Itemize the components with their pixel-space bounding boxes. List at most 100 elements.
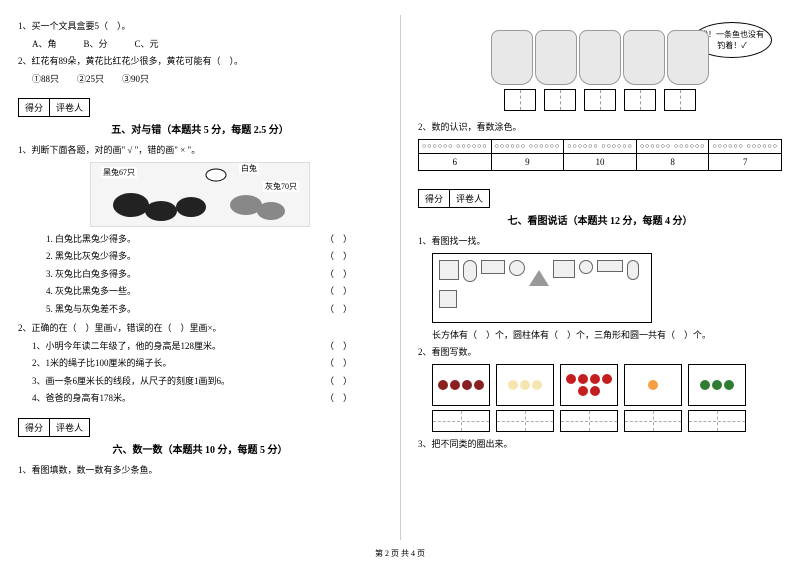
fruit-box [560, 364, 618, 406]
fruit-box [688, 364, 746, 406]
fruit-icon [508, 380, 518, 390]
sec7-q3: 3、把不同类的圈出来。 [418, 438, 782, 452]
score-box-5: 得分 评卷人 [18, 98, 90, 117]
score-label: 得分 [419, 190, 450, 207]
sec5-q2: 2、正确的在（ ）里画√，错误的在（ ）里画×。 [18, 322, 382, 336]
fruit-icon [474, 380, 484, 390]
score-box-6: 得分 评卷人 [18, 418, 90, 437]
section-5-title: 五、对与错（本题共 5 分，每题 2.5 分） [18, 121, 382, 136]
q2-text: 2、红花有89朵，黄花比红花少很多，黄花可能有（ ）。 [18, 55, 382, 69]
num-cell: 7 [709, 154, 782, 171]
judge-item2: 4、爸爸的身高有178米。（ ） [32, 392, 382, 406]
cube-icon [439, 260, 459, 280]
judge-item2: 3、画一条6厘米长的线段，从尺子的刻度1画到6。（ ） [32, 375, 382, 389]
cat-icon [535, 30, 577, 85]
write-box[interactable] [496, 410, 554, 432]
score-box-7: 得分 评卷人 [418, 189, 490, 208]
fruit-icon [566, 374, 576, 384]
shapes-illustration [432, 253, 652, 323]
table-row: 6 9 10 8 7 [419, 154, 782, 171]
num-cell: 9 [491, 154, 564, 171]
left-column: 1、买一个文具盒要5（ ）。 A、角 B、分 C、元 2、红花有89朵，黄花比红… [0, 0, 400, 565]
count-box[interactable] [584, 89, 616, 111]
q2-opts: ①88只 ②25只 ③90只 [18, 73, 382, 87]
grader-label: 评卷人 [50, 419, 89, 436]
black-rabbit-label: 黑兔67只 [101, 167, 137, 178]
fruit-icon [438, 380, 448, 390]
white-rabbit-label: 白兔 [239, 163, 259, 174]
dots-cell: ○○○○○○ ○○○○○○ [491, 139, 564, 154]
fruit-icon [590, 386, 600, 396]
count-box[interactable] [544, 89, 576, 111]
write-row [432, 410, 782, 432]
cats-illustration [418, 30, 782, 85]
rabbit-illustration: 黑兔67只 白兔 灰兔70只 [90, 162, 310, 227]
grader-label: 评卷人 [50, 99, 89, 116]
cat-icon [623, 30, 665, 85]
judge-item: 3. 灰兔比白兔多得多。（ ） [46, 268, 382, 282]
cat-icon [579, 30, 621, 85]
fruit-icon [520, 380, 530, 390]
write-box[interactable] [560, 410, 618, 432]
cube-icon [439, 290, 457, 308]
number-table: ○○○○○○ ○○○○○○ ○○○○○○ ○○○○○○ ○○○○○○ ○○○○○… [418, 139, 782, 172]
judge-item2: 2、1米的绳子比100厘米的绳子长。（ ） [32, 357, 382, 371]
gray-rabbit-label: 灰兔70只 [263, 181, 299, 192]
write-box[interactable] [688, 410, 746, 432]
sec6-q1: 1、看图填数，数一数有多少条鱼。 [18, 464, 382, 478]
count-box[interactable] [504, 89, 536, 111]
fruit-icon [578, 386, 588, 396]
judge-item2: 1、小明今年读二年级了，他的身高是128厘米。（ ） [32, 340, 382, 354]
fruit-icon [602, 374, 612, 384]
score-label: 得分 [19, 99, 50, 116]
circle-icon [579, 260, 593, 274]
cuboid-icon [481, 260, 505, 274]
sphere-icon [509, 260, 525, 276]
right-column: 唉！一条鱼也没有钓着！✓ 2、数的认识，看数涂色。 ○○○○○○ ○○○○○○ … [400, 0, 800, 565]
fruit-row [432, 364, 782, 406]
judge-item: 5. 黑兔与灰兔差不多。（ ） [46, 303, 382, 317]
write-box[interactable] [432, 410, 490, 432]
sec7-q1: 1、看图找一找。 [418, 235, 782, 249]
cuboid-icon [597, 260, 623, 272]
section-6-title: 六、数一数（本题共 10 分，每题 5 分） [18, 441, 382, 456]
dots-cell: ○○○○○○ ○○○○○○ [419, 139, 492, 154]
num-cell: 6 [419, 154, 492, 171]
fruit-icon [700, 380, 710, 390]
section-7-title: 七、看图说话（本题共 12 分，每题 4 分） [418, 212, 782, 227]
dots-cell: ○○○○○○ ○○○○○○ [709, 139, 782, 154]
q1-text: 1、买一个文具盒要5（ ）。 [18, 20, 382, 34]
count-box[interactable] [624, 89, 656, 111]
cylinder-icon [627, 260, 639, 280]
cat-icon [491, 30, 533, 85]
cat-icon [667, 30, 709, 85]
dots-cell: ○○○○○○ ○○○○○○ [564, 139, 637, 154]
sec7-fill: 长方体有（ ）个，圆柱体有（ ）个，三角形和圆一共有（ ）个。 [418, 329, 782, 343]
page-footer: 第 2 页 共 4 页 [0, 548, 800, 559]
num-cell: 10 [564, 154, 637, 171]
fruit-icon [648, 380, 658, 390]
sec5-judge-list2: 1、小明今年读二年级了，他的身高是128厘米。（ ） 2、1米的绳子比100厘米… [18, 340, 382, 406]
cats-container: 唉！一条鱼也没有钓着！✓ [418, 30, 782, 111]
score-label: 得分 [19, 419, 50, 436]
count-boxes [418, 89, 782, 111]
fruit-icon [462, 380, 472, 390]
fruit-box [432, 364, 490, 406]
judge-item: 1. 白兔比黑兔少得多。（ ） [46, 233, 382, 247]
write-box[interactable] [624, 410, 682, 432]
sec7-q2: 2、看图写数。 [418, 346, 782, 360]
sec5-judge-list: 1. 白兔比黑兔少得多。（ ） 2. 黑兔比灰兔少得多。（ ） 3. 灰兔比白兔… [18, 233, 382, 317]
fruit-box [496, 364, 554, 406]
fruit-icon [590, 374, 600, 384]
dots-cell: ○○○○○○ ○○○○○○ [636, 139, 709, 154]
cuboid-icon [553, 260, 575, 278]
fruit-icon [724, 380, 734, 390]
sec5-q1: 1、判断下面各题，对的画" √ "，错的画" × "。 [18, 144, 382, 158]
triangle-icon [529, 260, 549, 286]
right-q2: 2、数的认识，看数涂色。 [418, 121, 782, 135]
num-cell: 8 [636, 154, 709, 171]
q1-opts: A、角 B、分 C、元 [18, 38, 382, 52]
fruit-box [624, 364, 682, 406]
table-row: ○○○○○○ ○○○○○○ ○○○○○○ ○○○○○○ ○○○○○○ ○○○○○… [419, 139, 782, 154]
count-box[interactable] [664, 89, 696, 111]
